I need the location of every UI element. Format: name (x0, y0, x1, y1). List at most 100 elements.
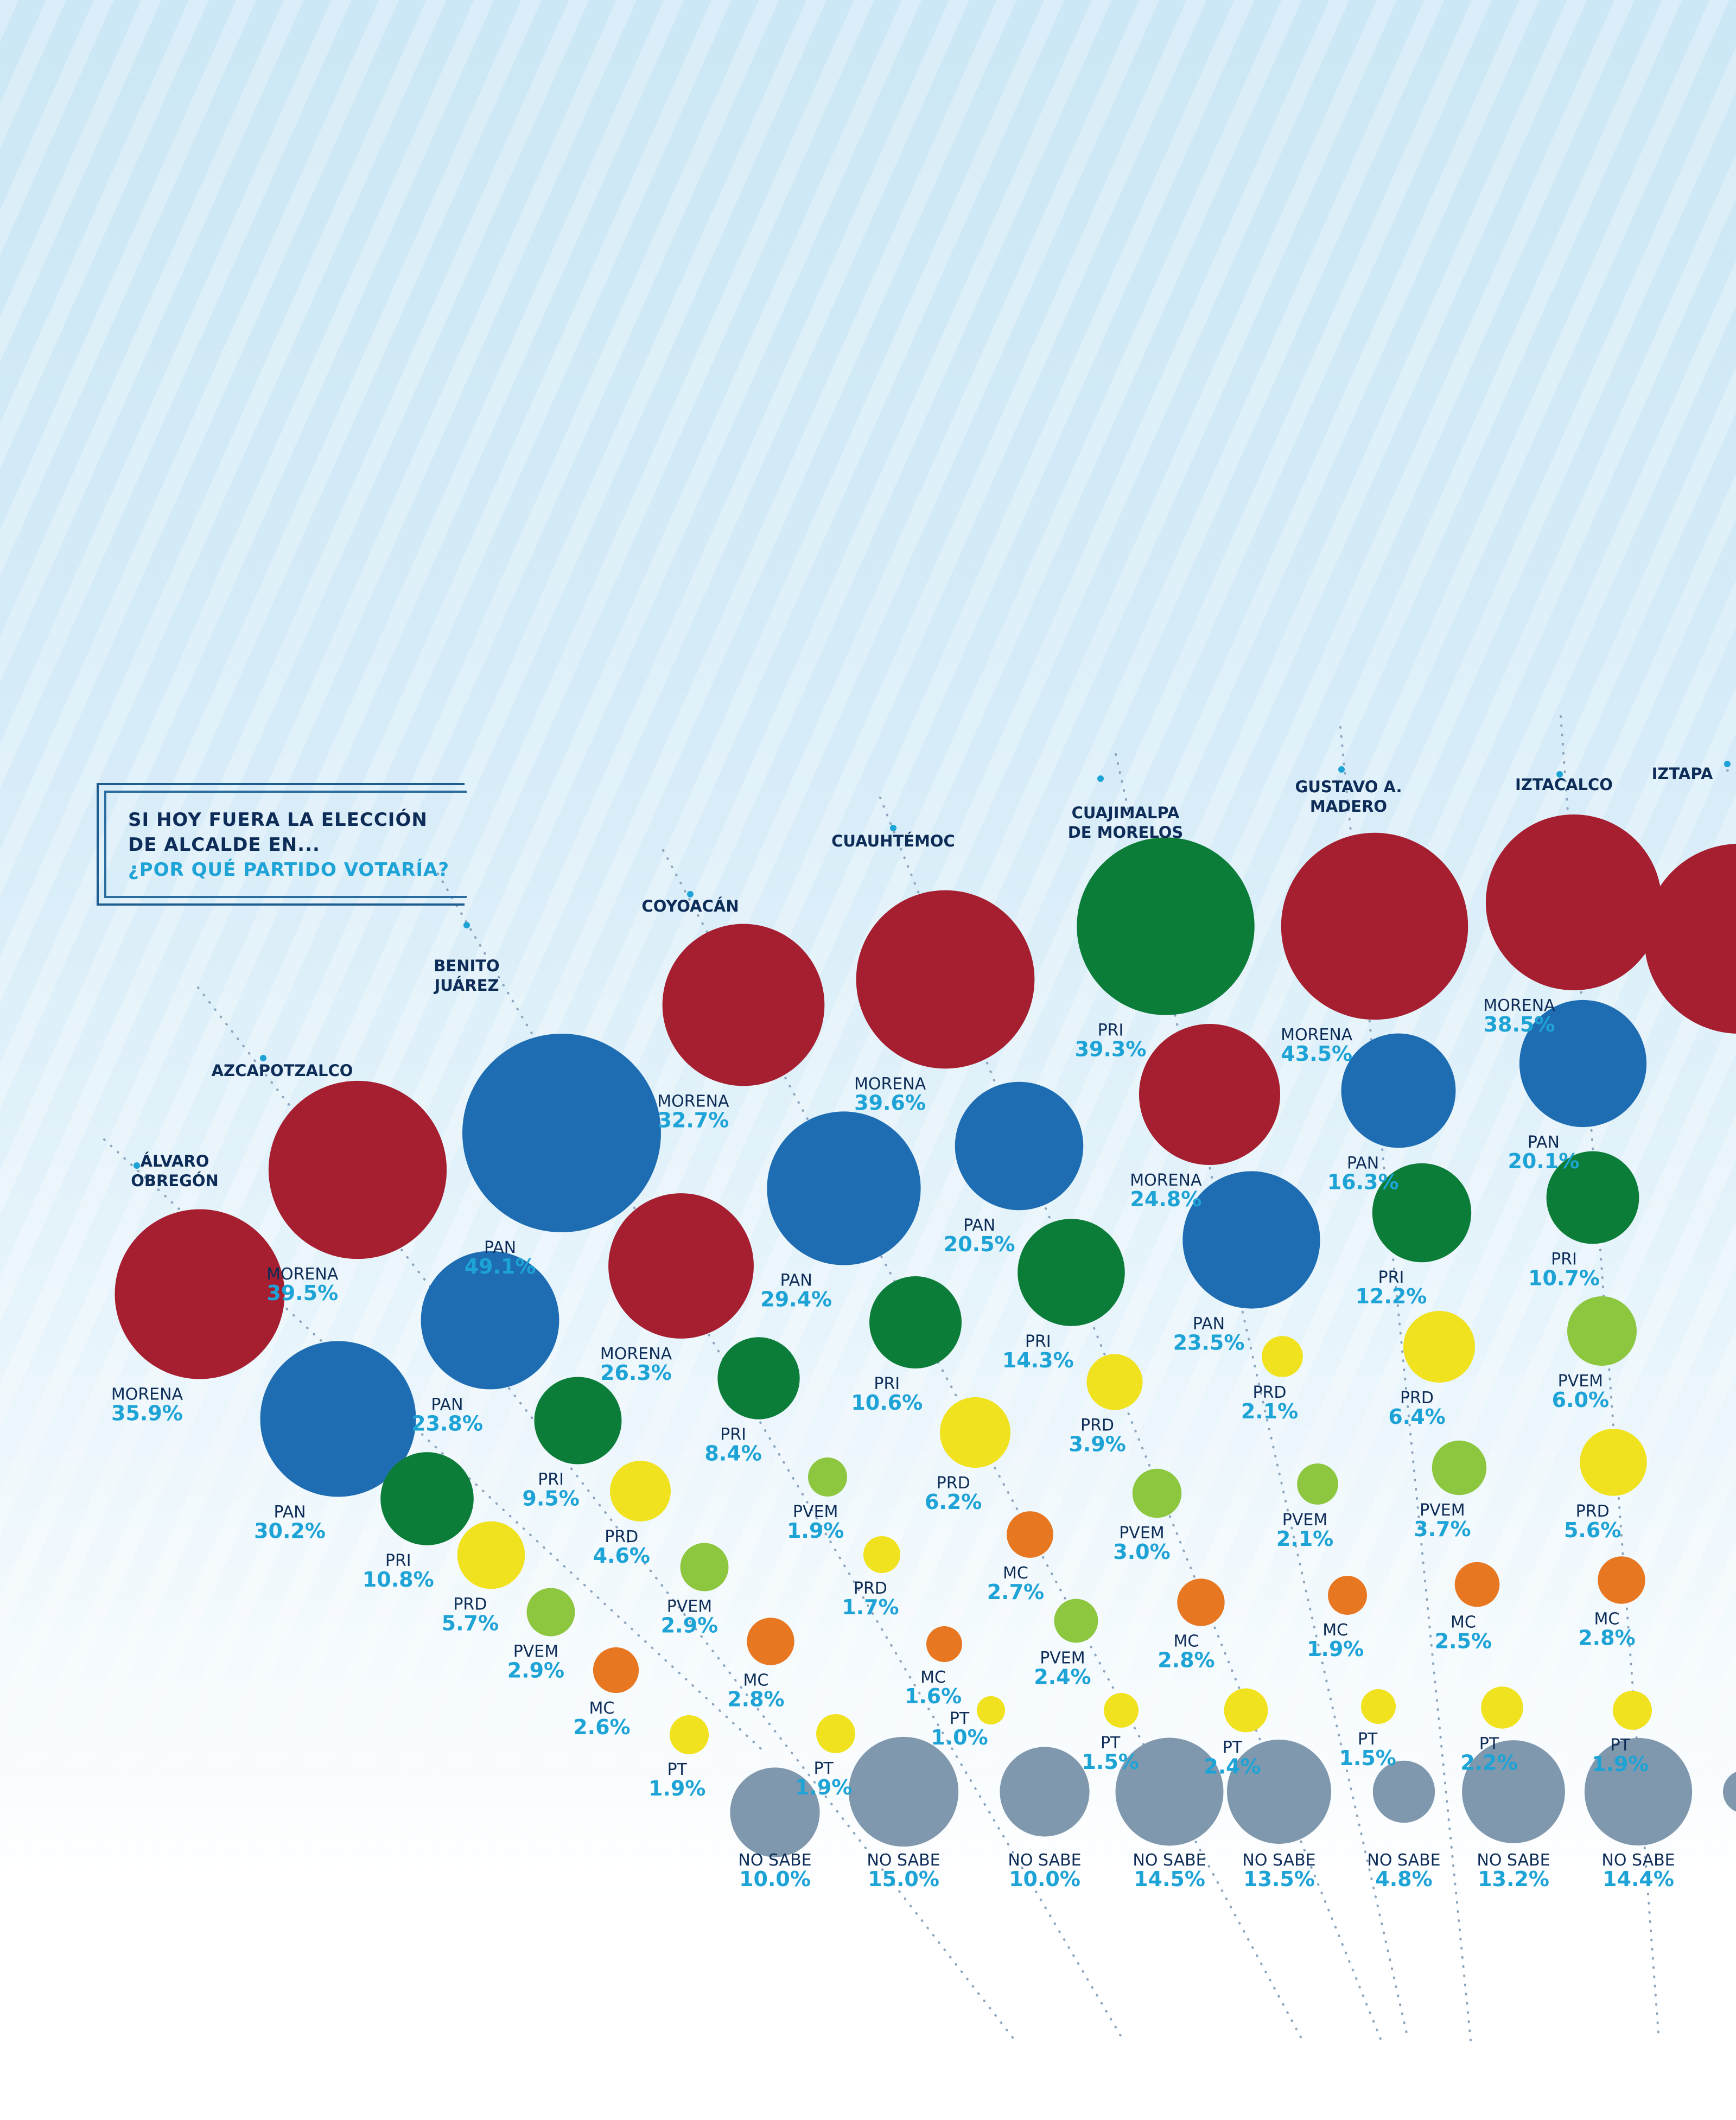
district-marker-iztapa (1724, 761, 1731, 767)
label-party-iztacalco-pri: PRI (1551, 1250, 1577, 1269)
guide-line-coyoacan (662, 849, 1303, 2041)
label-value-cuauhtemoc-no-sabe: 13.5% (1243, 1867, 1315, 1891)
label-value-azcapotzalco-pvem: 2.9% (661, 1613, 718, 1637)
district-name-iztacalco: IZTACALCO (1515, 775, 1613, 794)
label-value-azcapotzalco-morena: 39.5% (266, 1281, 338, 1305)
label-party-gustavo-a-madero-morena: MORENA (1281, 1026, 1353, 1045)
labels: ÁLVARO OBREGÓNMORENA35.9%PAN30.2%PRI10.8%… (111, 761, 1731, 1891)
district-name-benito-juarez: BENITO JUÁREZ (433, 957, 499, 995)
label-party-iztacalco-mc: MC (1594, 1610, 1619, 1629)
bubble-cuauhtemoc-no-sabe (1227, 1740, 1331, 1844)
bubble-gustavo-a-madero-mc (1454, 1562, 1500, 1607)
bubble-coyoacan-no-sabe (1115, 1737, 1224, 1846)
label-value-iztacalco-no-sabe: 14.4% (1603, 1867, 1674, 1891)
label-party-gustavo-a-madero-pt: PT (1479, 1735, 1499, 1754)
label-value-gustavo-a-madero-pvem: 3.7% (1414, 1517, 1471, 1541)
label-value-azcapotzalco-pt: 1.9% (795, 1775, 852, 1799)
bubble-coyoacan-morena (662, 924, 825, 1086)
label-party-azcapotzalco-pvem: PVEM (667, 1597, 712, 1616)
label-party-coyoacan-pri: PRI (874, 1374, 900, 1393)
label-value-gustavo-a-madero-prd: 6.4% (1388, 1405, 1445, 1429)
label-value-cuauhtemoc-pan: 20.5% (944, 1232, 1015, 1256)
bubble-cuauhtemoc-pri (1018, 1219, 1125, 1326)
bubble-gustavo-a-madero-pri (1372, 1163, 1472, 1263)
label-party-coyoacan-prd: PRD (937, 1474, 970, 1493)
label-party-azcapotzalco-prd: PRD (605, 1527, 638, 1546)
district-marker-gustavo-a-madero (1338, 766, 1345, 773)
bubble-benito-juarez-morena (608, 1193, 754, 1339)
bubble-iztacalco-pan (1519, 999, 1647, 1128)
label-value-coyoacan-mc: 2.7% (987, 1580, 1044, 1604)
chart-title-box: SI HOY FUERA LA ELECCIÓN DE ALCALDE EN..… (97, 783, 467, 907)
label-value-cuajimalpa-de-morelos-pt: 1.5% (1339, 1746, 1396, 1770)
label-party-cuauhtemoc-prd: PRD (1080, 1416, 1114, 1435)
bubble-benito-juarez-prd (863, 1536, 901, 1574)
label-party-alvaro-obregon-pan: PAN (274, 1503, 306, 1522)
label-value-gustavo-a-madero-pan: 16.3% (1327, 1170, 1399, 1194)
label-party-alvaro-obregon-pri: PRI (385, 1551, 411, 1570)
label-party-alvaro-obregon-no-sabe: NO SABE (738, 1851, 811, 1870)
district-name-coyoacan: COYOACÁN (641, 897, 739, 915)
district-marker-alvaro-obregon (133, 1162, 140, 1169)
label-party-alvaro-obregon-morena: MORENA (111, 1385, 183, 1404)
bubble-gustavo-a-madero-morena (1281, 832, 1468, 1020)
bubble-coyoacan-mc (1007, 1511, 1053, 1558)
label-value-coyoacan-morena: 32.7% (657, 1108, 729, 1132)
chart-title-line-1: SI HOY FUERA LA ELECCIÓN (128, 809, 428, 831)
bubble-coyoacan-pt (1104, 1693, 1139, 1728)
label-value-coyoacan-pvem: 2.4% (1034, 1665, 1091, 1689)
label-party-gustavo-a-madero-pri: PRI (1378, 1268, 1404, 1287)
district-marker-benito-juarez (463, 922, 470, 928)
label-value-cuauhtemoc-prd: 3.9% (1069, 1433, 1125, 1456)
label-value-alvaro-obregon-pri: 10.8% (363, 1568, 434, 1591)
bubble-gustavo-a-madero-pan (1341, 1033, 1456, 1148)
label-value-azcapotzalco-no-sabe: 15.0% (868, 1867, 939, 1891)
label-party-coyoacan-mc: MC (1003, 1564, 1028, 1583)
label-party-cuauhtemoc-morena: MORENA (854, 1074, 926, 1093)
bubble-azcapotzalco-pri (534, 1377, 622, 1465)
label-value-gustavo-a-madero-morena: 43.5% (1281, 1042, 1352, 1066)
label-value-cuauhtemoc-pri: 14.3% (1002, 1348, 1074, 1372)
bubble-azcapotzalco-mc (747, 1618, 794, 1665)
bubble-azcapotzalco-pt (816, 1714, 855, 1753)
label-value-benito-juarez-prd: 1.7% (842, 1595, 899, 1619)
label-party-cuajimalpa-de-morelos-pan: PAN (1193, 1315, 1225, 1334)
label-value-alvaro-obregon-prd: 5.7% (442, 1611, 499, 1635)
label-party-iztacalco-no-sabe: NO SABE (1601, 1851, 1675, 1870)
bubble-alvaro-obregon-morena (115, 1209, 285, 1379)
label-value-alvaro-obregon-morena: 35.9% (111, 1401, 183, 1425)
label-party-alvaro-obregon-pt: PT (667, 1760, 687, 1779)
label-party-coyoacan-pt: PT (1101, 1734, 1121, 1753)
label-value-coyoacan-pri: 10.6% (851, 1391, 923, 1415)
bubble-alvaro-obregon-pri (380, 1452, 474, 1545)
label-value-benito-juarez-morena: 26.3% (600, 1361, 672, 1385)
label-value-cuauhtemoc-pvem: 3.0% (1113, 1540, 1170, 1564)
bubble-iztacalco-mc (1598, 1556, 1645, 1604)
bubble-alvaro-obregon-mc (593, 1647, 639, 1694)
label-value-coyoacan-pan: 29.4% (760, 1288, 832, 1312)
label-party-azcapotzalco-pan: PAN (431, 1395, 463, 1414)
bubble-azcapotzalco-no-sabe (848, 1736, 959, 1847)
bubble-benito-juarez-mc (926, 1626, 963, 1663)
bubble-benito-juarez-no-sabe (1000, 1747, 1090, 1837)
bubbles (115, 814, 1736, 1857)
label-value-cuajimalpa-de-morelos-mc: 1.9% (1307, 1637, 1364, 1661)
label-party-azcapotzalco-morena: MORENA (266, 1265, 339, 1284)
bubble-cuajimalpa-de-morelos-pvem (1297, 1463, 1338, 1505)
chart-question: ¿POR QUÉ PARTIDO VOTARÍA? (128, 859, 450, 881)
label-party-gustavo-a-madero-pvem: PVEM (1420, 1501, 1465, 1520)
bubble-alvaro-obregon-no-sabe (730, 1767, 820, 1857)
bubble-alvaro-obregon-prd (457, 1521, 525, 1589)
bubble-iztacalco-no-sabe (1584, 1737, 1693, 1846)
district-marker-coyoacan (687, 891, 694, 897)
label-party-coyoacan-pan: PAN (780, 1271, 812, 1290)
label-party-benito-juarez-pt: PT (950, 1709, 970, 1728)
label-value-gustavo-a-madero-pri: 12.2% (1356, 1284, 1427, 1308)
bubble-alvaro-obregon-pvem (526, 1588, 575, 1637)
label-party-iztacalco-pan: PAN (1528, 1133, 1560, 1152)
bubble-iztacalco-morena (1485, 814, 1662, 991)
bubble-iztacalco-prd (1580, 1429, 1647, 1496)
bubble-cuauhtemoc-pt (1224, 1688, 1268, 1733)
label-party-cuajimalpa-de-morelos-mc: MC (1322, 1621, 1348, 1640)
